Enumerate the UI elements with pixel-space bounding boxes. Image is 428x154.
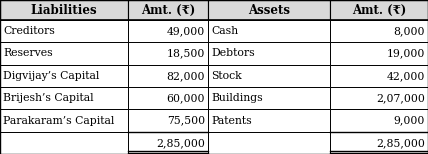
Text: 75,500: 75,500	[167, 116, 205, 126]
Text: Amt. (₹): Amt. (₹)	[141, 4, 195, 16]
Bar	[128, 42, 208, 65]
Text: 9,000: 9,000	[394, 116, 425, 126]
Text: 2,07,000: 2,07,000	[376, 93, 425, 103]
Text: Creditors: Creditors	[3, 26, 55, 36]
Bar	[330, 0, 428, 20]
Text: 18,500: 18,500	[166, 49, 205, 59]
Bar	[330, 109, 428, 132]
Text: Stock: Stock	[211, 71, 242, 81]
Bar	[208, 109, 330, 132]
Bar	[128, 0, 208, 20]
Text: Brijesh’s Capital: Brijesh’s Capital	[3, 93, 94, 103]
Bar	[330, 132, 428, 154]
Bar	[330, 87, 428, 109]
Bar	[208, 20, 330, 42]
Bar	[330, 42, 428, 65]
Text: 82,000: 82,000	[166, 71, 205, 81]
Text: Cash: Cash	[211, 26, 238, 36]
Bar	[330, 20, 428, 42]
Bar	[0, 132, 128, 154]
Text: Assets: Assets	[248, 4, 290, 16]
Bar	[128, 109, 208, 132]
Bar	[128, 132, 208, 154]
Bar	[0, 87, 128, 109]
Text: Patents: Patents	[211, 116, 252, 126]
Text: Buildings: Buildings	[211, 93, 263, 103]
Bar	[0, 0, 128, 20]
Text: 2,85,000: 2,85,000	[156, 138, 205, 148]
Bar	[128, 65, 208, 87]
Bar	[208, 0, 330, 20]
Bar	[0, 65, 128, 87]
Bar	[330, 65, 428, 87]
Text: 60,000: 60,000	[166, 93, 205, 103]
Text: Liabilities: Liabilities	[31, 4, 97, 16]
Bar	[208, 132, 330, 154]
Bar	[128, 87, 208, 109]
Bar	[208, 87, 330, 109]
Bar	[128, 20, 208, 42]
Text: 49,000: 49,000	[167, 26, 205, 36]
Bar	[0, 109, 128, 132]
Text: 8,000: 8,000	[393, 26, 425, 36]
Bar	[0, 42, 128, 65]
Text: Digvijay’s Capital: Digvijay’s Capital	[3, 71, 99, 81]
Bar	[208, 42, 330, 65]
Text: 2,85,000: 2,85,000	[376, 138, 425, 148]
Text: Debtors: Debtors	[211, 49, 255, 59]
Text: Reserves: Reserves	[3, 49, 53, 59]
Text: 42,000: 42,000	[386, 71, 425, 81]
Text: Amt. (₹): Amt. (₹)	[352, 4, 406, 16]
Text: Parakaram’s Capital: Parakaram’s Capital	[3, 116, 114, 126]
Bar	[208, 65, 330, 87]
Bar	[0, 20, 128, 42]
Text: 19,000: 19,000	[386, 49, 425, 59]
